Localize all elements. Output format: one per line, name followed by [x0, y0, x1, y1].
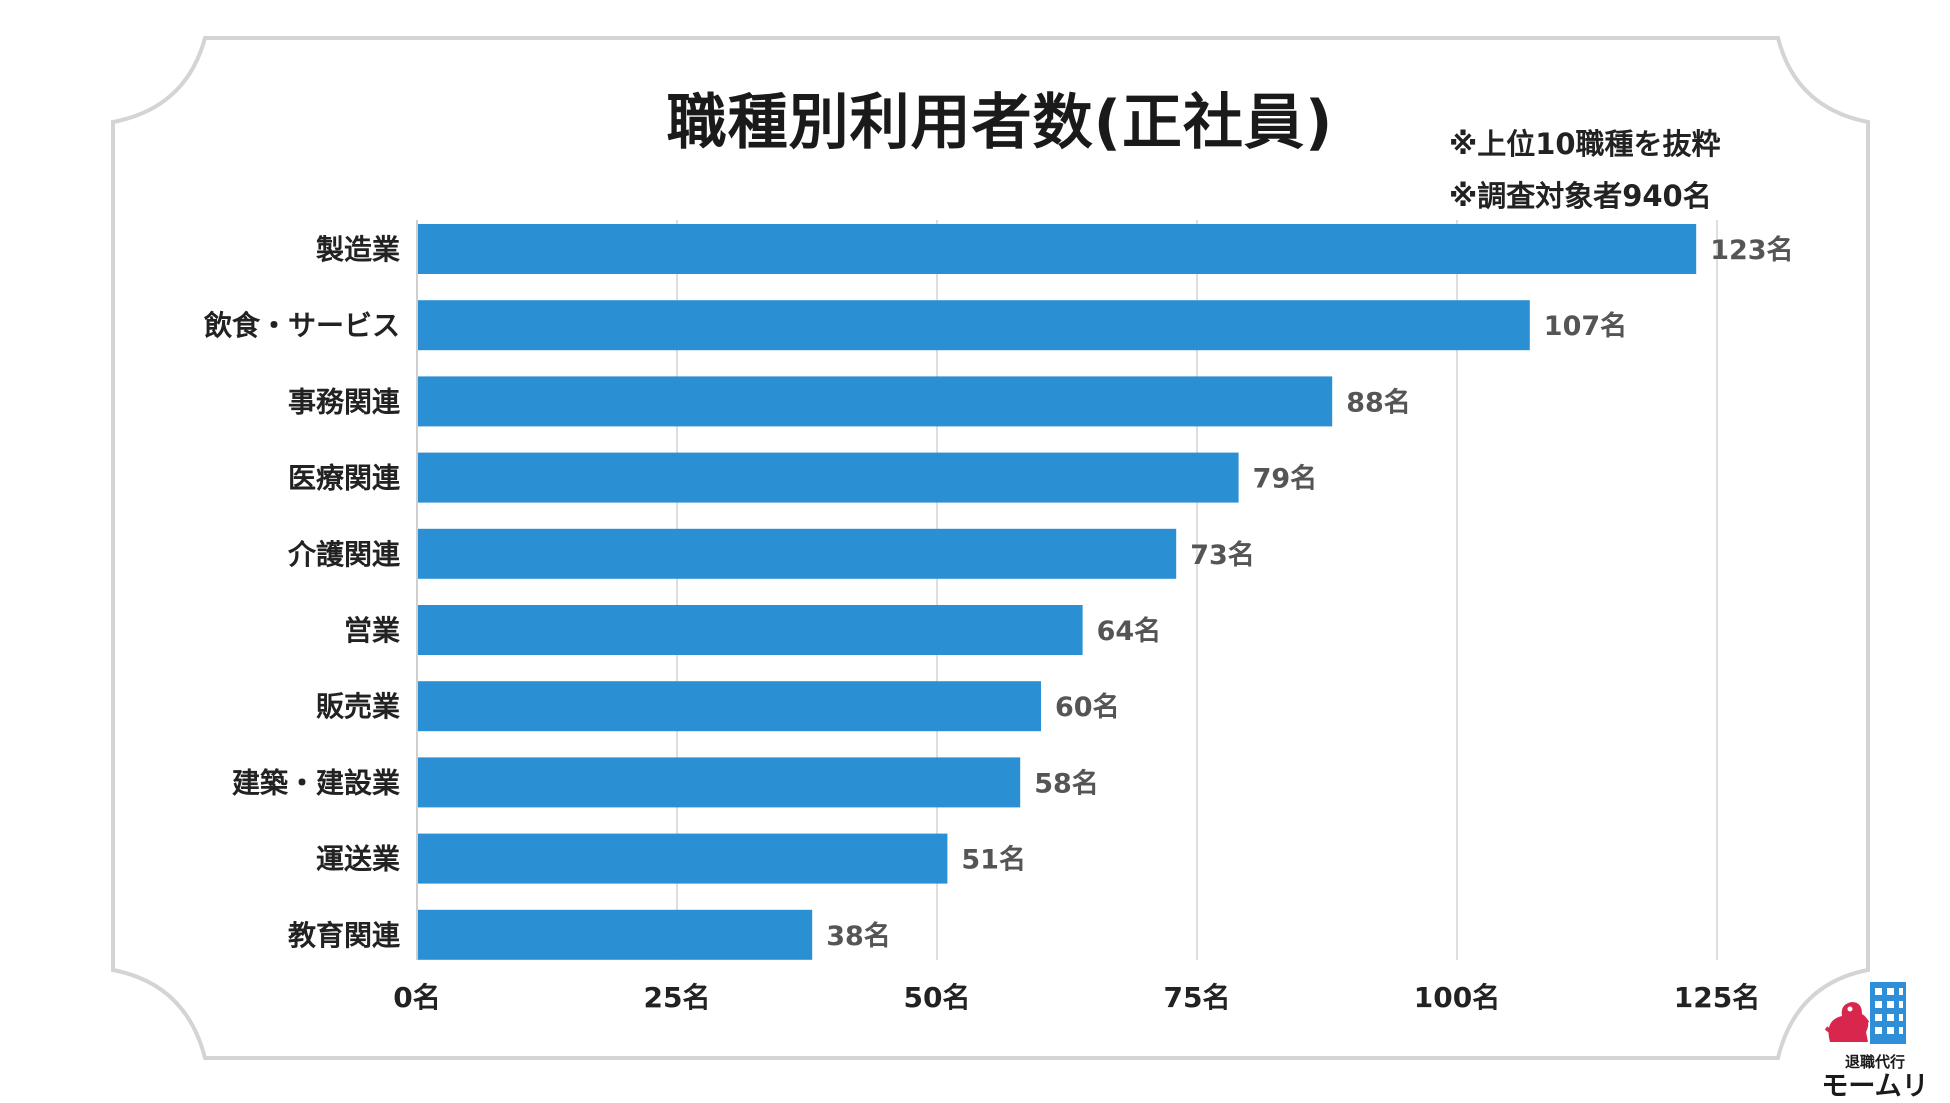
category-label: 販売業 [316, 690, 400, 723]
bar [417, 833, 948, 884]
data-label: 60名 [1055, 691, 1120, 723]
data-label: 51名 [961, 844, 1026, 876]
data-label: 64名 [1097, 615, 1162, 647]
data-label: 58名 [1034, 767, 1099, 799]
x-tick-label: 0名 [393, 981, 440, 1014]
note-top10: ※上位10職種を抜粋 [1449, 127, 1721, 161]
bar [417, 605, 1083, 655]
bar [417, 224, 1697, 274]
bar [417, 528, 1177, 579]
category-label: 事務関連 [288, 385, 401, 418]
logo-subtitle: 退職代行 [1844, 1053, 1905, 1071]
category-label: 営業 [344, 614, 400, 647]
data-label: 38名 [826, 920, 891, 952]
data-label: 73名 [1190, 539, 1255, 571]
momuri-logo-icon [1824, 982, 1906, 1044]
category-label: 飲食・サービス [204, 309, 400, 342]
bar [417, 681, 1041, 732]
category-label: 教育関連 [288, 919, 401, 952]
logo-brand-name: モームリ [1821, 1071, 1929, 1102]
category-label: 医療関連 [288, 462, 401, 495]
bar [417, 757, 1021, 808]
category-label: 運送業 [316, 843, 400, 876]
category-label: 製造業 [316, 233, 400, 266]
note-sample-size: ※調査対象者940名 [1449, 179, 1712, 213]
chart-title: 職種別利用者数(正社員) [666, 88, 1334, 158]
bar [417, 300, 1530, 351]
x-tick-label: 125名 [1674, 981, 1760, 1014]
data-label: 88名 [1346, 386, 1411, 418]
data-label: 107名 [1544, 310, 1627, 342]
bar [417, 376, 1333, 427]
x-tick-label: 50名 [904, 981, 971, 1014]
bar [417, 452, 1239, 503]
x-tick-label: 25名 [644, 981, 711, 1014]
x-tick-label: 75名 [1164, 981, 1231, 1014]
x-tick-label: 100名 [1414, 981, 1500, 1014]
data-label: 123名 [1710, 234, 1793, 266]
bar [417, 909, 813, 960]
category-label: 建築・建設業 [232, 766, 400, 799]
category-label: 介護関連 [287, 538, 401, 571]
data-label: 79名 [1253, 463, 1318, 495]
